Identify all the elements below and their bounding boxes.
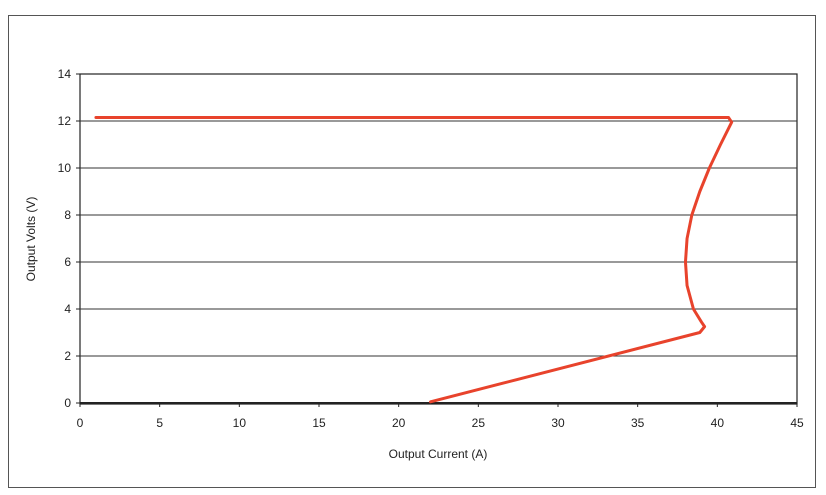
y-tick-label: 10 — [58, 161, 72, 175]
series-line-0 — [94, 115, 734, 404]
x-tick-label: 35 — [631, 416, 645, 430]
y-axis-title: Output Volts (V) — [24, 197, 38, 282]
x-tick-label: 20 — [392, 416, 406, 430]
x-tick-label: 30 — [551, 416, 565, 430]
y-axis-ticks: 0 2 4 6 8 10 12 14 — [58, 67, 80, 410]
grid-lines — [80, 120, 797, 357]
y-tick-label: 8 — [64, 208, 71, 222]
x-tick-label: 15 — [312, 416, 326, 430]
x-tick-label: 0 — [77, 416, 84, 430]
plot-area — [79, 73, 798, 405]
x-axis-title: Output Current (A) — [389, 447, 488, 461]
x-tick-label: 25 — [472, 416, 486, 430]
y-tick-label: 4 — [64, 302, 71, 316]
y-tick-label: 12 — [58, 114, 72, 128]
y-tick-label: 6 — [64, 255, 71, 269]
x-tick-label: 10 — [233, 416, 247, 430]
x-axis-ticks: 0 5 10 15 20 25 30 35 40 45 — [77, 403, 804, 430]
y-tick-label: 0 — [64, 396, 71, 410]
x-tick-label: 40 — [711, 416, 725, 430]
x-tick-label: 45 — [790, 416, 804, 430]
y-tick-label: 14 — [58, 67, 72, 81]
series-group — [94, 115, 734, 404]
x-tick-label: 5 — [156, 416, 163, 430]
y-tick-label: 2 — [64, 349, 71, 363]
